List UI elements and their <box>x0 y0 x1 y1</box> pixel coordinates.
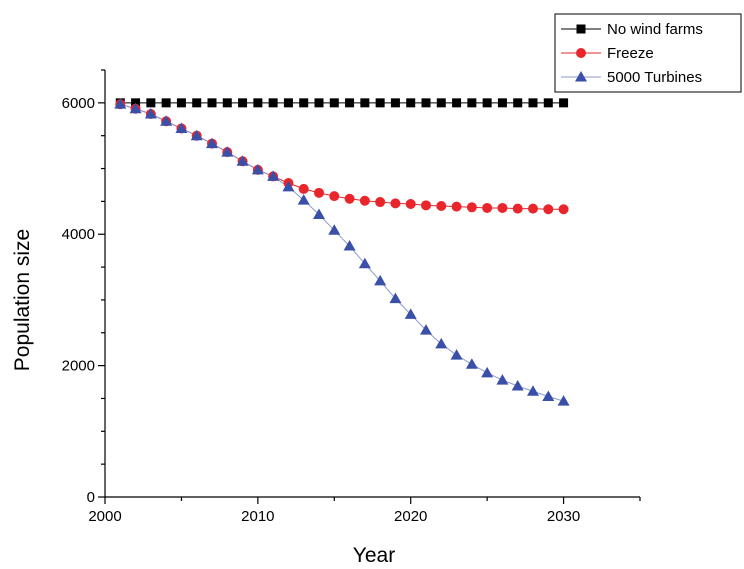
data-point-series-1 <box>482 202 493 213</box>
data-point-series-1 <box>375 197 386 208</box>
data-point-series-1 <box>451 201 462 212</box>
y-tick-label: 0 <box>87 489 95 506</box>
data-point-series-0 <box>497 98 507 108</box>
data-point-series-1 <box>436 200 447 211</box>
data-point-series-2 <box>114 98 127 109</box>
data-point-series-0 <box>329 98 339 108</box>
legend-marker-0 <box>576 24 586 34</box>
data-point-series-2 <box>542 390 555 401</box>
data-point-series-0 <box>253 98 263 108</box>
data-point-series-0 <box>543 98 553 108</box>
data-point-series-2 <box>343 240 356 251</box>
data-point-series-0 <box>176 98 186 108</box>
data-point-series-0 <box>436 98 446 108</box>
data-point-series-0 <box>192 98 202 108</box>
data-point-series-0 <box>482 98 492 108</box>
data-point-series-0 <box>360 98 370 108</box>
legend-label-1: Freeze <box>607 45 654 62</box>
data-point-series-0 <box>467 98 477 108</box>
legend-marker-2 <box>575 71 587 82</box>
data-point-series-2 <box>389 292 402 304</box>
data-point-series-0 <box>299 98 309 108</box>
series-line-2 <box>120 103 564 402</box>
data-point-series-0 <box>207 98 217 108</box>
data-point-series-0 <box>406 98 416 108</box>
data-point-series-0 <box>314 98 324 108</box>
data-point-series-1 <box>390 198 401 209</box>
data-point-series-2 <box>358 257 371 269</box>
data-point-series-2 <box>297 194 310 205</box>
legend-label-0: No wind farms <box>607 21 703 38</box>
data-point-series-2 <box>251 163 264 175</box>
data-point-series-2 <box>328 224 341 235</box>
legend-label-2: 5000 Turbines <box>607 69 702 86</box>
data-point-series-1 <box>421 200 431 211</box>
legend-marker-1 <box>576 48 586 58</box>
series-line-1 <box>120 103 564 210</box>
y-axis-title: Population size <box>11 229 34 371</box>
data-point-series-2 <box>236 155 249 166</box>
x-tick-label: 2030 <box>547 508 580 525</box>
data-point-series-0 <box>375 98 385 108</box>
data-point-series-2 <box>404 308 417 319</box>
axes: 2000 2010 2020 2030 0 2000 4000 6000 <box>62 69 641 525</box>
data-point-series-1 <box>497 202 508 213</box>
y-tick-label: 4000 <box>62 226 95 243</box>
data-point-series-1 <box>314 187 324 198</box>
data-point-series-1 <box>329 191 340 202</box>
data-point-series-2 <box>190 129 203 141</box>
data-point-series-2 <box>160 115 173 126</box>
plot-area <box>114 98 570 406</box>
data-point-series-1 <box>405 199 416 210</box>
data-point-series-0 <box>390 98 400 108</box>
data-point-series-2 <box>420 324 432 335</box>
x-tick-label: 2000 <box>88 508 121 525</box>
data-point-series-0 <box>283 98 293 108</box>
data-point-series-2 <box>129 102 142 114</box>
y-tick-label: 2000 <box>62 358 95 375</box>
data-point-series-1 <box>344 193 355 204</box>
data-point-series-2 <box>267 170 280 181</box>
data-point-series-2 <box>313 208 325 220</box>
data-point-series-1 <box>466 202 477 213</box>
x-tick-label: 2020 <box>394 508 427 525</box>
data-point-series-0 <box>421 98 431 108</box>
data-point-series-2 <box>374 274 387 286</box>
data-point-series-0 <box>452 98 462 108</box>
data-point-series-0 <box>345 98 355 108</box>
data-point-series-2 <box>557 395 570 406</box>
data-point-series-0 <box>146 98 156 108</box>
legend: No wind farms Freeze 5000 Turbines <box>554 13 742 93</box>
data-point-series-2 <box>481 366 494 378</box>
data-point-series-2 <box>144 108 157 119</box>
data-point-series-1 <box>528 203 538 214</box>
data-point-series-2 <box>175 122 188 133</box>
data-point-series-1 <box>298 183 309 194</box>
data-point-series-1 <box>543 204 554 215</box>
data-point-series-2 <box>465 358 478 369</box>
data-point-series-0 <box>161 98 171 108</box>
data-point-series-0 <box>513 98 523 108</box>
data-point-series-0 <box>559 98 569 108</box>
data-point-series-0 <box>268 98 278 108</box>
x-axis-title: Year <box>353 544 395 567</box>
data-point-series-2 <box>527 385 539 396</box>
data-point-series-1 <box>512 203 523 214</box>
data-point-series-2 <box>435 337 448 349</box>
data-point-series-2 <box>206 137 218 149</box>
x-tick-label: 2010 <box>241 508 274 525</box>
y-tick-label: 6000 <box>62 95 95 112</box>
data-point-series-2 <box>282 180 295 192</box>
data-point-series-2 <box>221 146 234 157</box>
data-point-series-1 <box>359 195 370 206</box>
data-point-series-2 <box>511 379 524 391</box>
data-point-series-0 <box>222 98 232 108</box>
data-point-series-2 <box>496 374 509 385</box>
data-point-series-0 <box>238 98 248 108</box>
data-point-series-2 <box>450 349 463 360</box>
data-point-series-1 <box>558 204 569 215</box>
data-point-series-0 <box>528 98 538 108</box>
